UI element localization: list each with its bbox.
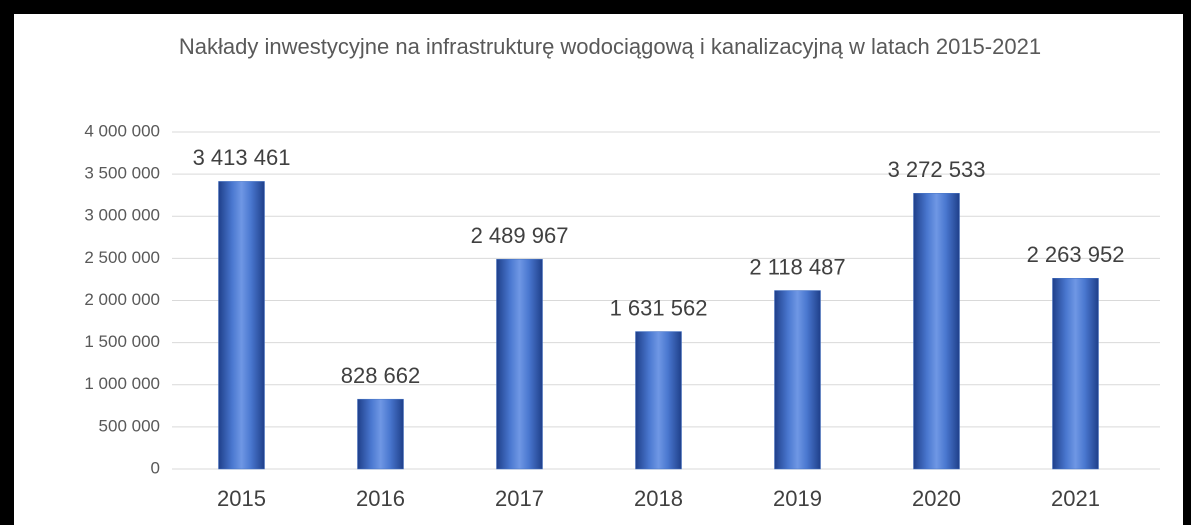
y-tick-label: 3 000 000 — [84, 206, 160, 225]
data-label: 828 662 — [341, 363, 421, 388]
x-tick-label: 2016 — [356, 486, 405, 511]
x-tick-label: 2020 — [912, 486, 961, 511]
bar — [357, 398, 404, 470]
x-tick-label: 2018 — [634, 486, 683, 511]
bar — [774, 290, 821, 470]
chart-title: Nakłady inwestycyjne na infrastrukturę w… — [178, 34, 1042, 59]
y-tick-label: 0 — [151, 458, 160, 477]
bar — [635, 331, 682, 470]
x-tick-label: 2017 — [495, 486, 544, 511]
y-tick-label: 4 000 000 — [84, 121, 160, 140]
data-label: 2 263 952 — [1027, 242, 1125, 267]
x-tick-label: 2021 — [1051, 486, 1100, 511]
bar — [913, 193, 960, 470]
x-tick-label: 2015 — [217, 486, 266, 511]
bar — [218, 181, 265, 470]
y-tick-label: 2 000 000 — [84, 290, 160, 309]
y-tick-label: 2 500 000 — [84, 248, 160, 267]
y-tick-label: 1 000 000 — [84, 374, 160, 393]
y-tick-label: 3 500 000 — [84, 164, 160, 183]
y-tick-label: 1 500 000 — [84, 332, 160, 351]
data-label: 1 631 562 — [610, 295, 708, 320]
bar — [496, 258, 543, 470]
y-tick-label: 500 000 — [99, 416, 160, 435]
x-tick-label: 2019 — [773, 486, 822, 511]
data-label: 2 118 487 — [749, 254, 845, 279]
chart-frame — [14, 14, 1183, 525]
bar — [1052, 278, 1099, 470]
data-label: 2 489 967 — [471, 223, 569, 248]
data-label: 3 413 461 — [193, 145, 291, 170]
data-label: 3 272 533 — [888, 157, 986, 182]
